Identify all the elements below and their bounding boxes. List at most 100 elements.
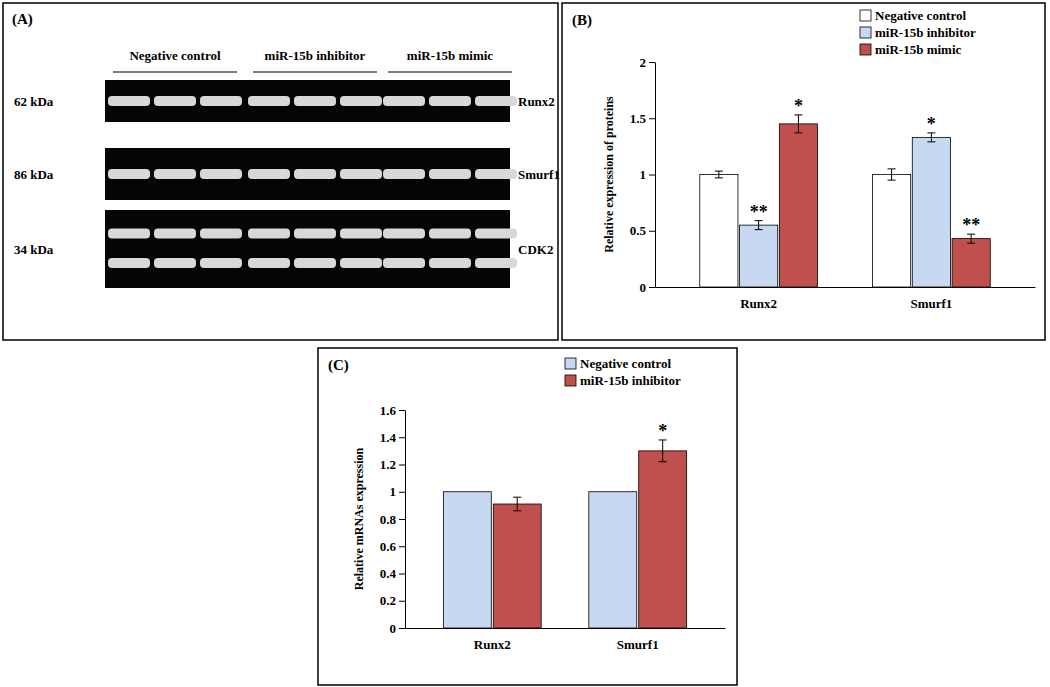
blot-band [294, 228, 336, 238]
blot-band [340, 169, 382, 179]
y-tick-mark [399, 437, 405, 438]
blot-band [248, 96, 290, 106]
blot-band [429, 258, 471, 268]
y-tick: 2 [640, 55, 656, 70]
y-tick-label: 1 [390, 484, 397, 499]
bar [912, 137, 950, 287]
x-axis-line [406, 628, 726, 629]
blot-band [154, 169, 196, 179]
legend: Negative control miR-15b inhibitor miR-15b… [860, 8, 976, 57]
y-axis-line [405, 411, 406, 629]
blot-band [475, 228, 517, 238]
y-axis: 00.20.40.60.811.21.41.6 [380, 403, 406, 636]
panel-frame [318, 348, 737, 685]
x-axis: Runx2Smurf1 [406, 628, 726, 652]
y-tick-label: 0.5 [630, 223, 647, 238]
y-tick-label: 1.2 [380, 457, 396, 472]
legend-label: miR-15b mimic [875, 42, 962, 57]
y-tick-mark [649, 175, 655, 176]
y-tick-mark [399, 410, 405, 411]
bar [700, 175, 738, 288]
chart-panel: (B)00.511.52Runx2Smurf1Relative expressi… [562, 3, 1045, 340]
y-tick-mark [399, 574, 405, 575]
band-size: 62 kDa [14, 94, 54, 109]
blot-strip [105, 210, 510, 288]
panel-label: (A) [12, 11, 33, 28]
y-tick-label: 1 [640, 167, 647, 182]
legend-swatch [860, 44, 871, 55]
group-label: Negative control [129, 48, 220, 63]
y-tick-label: 1.5 [630, 111, 647, 126]
y-tick: 1.6 [380, 403, 405, 418]
y-axis: 0 0.5 1 1.5 2 [630, 55, 656, 295]
blot-band [383, 169, 425, 179]
x-tick-label: Smurf1 [910, 296, 952, 311]
y-tick-label: 0 [640, 280, 647, 295]
significance: * [658, 421, 667, 441]
x-axis: Runx2 Smurf1 [656, 287, 1036, 311]
blot-band [294, 96, 336, 106]
significance: ** [962, 215, 980, 235]
y-tick: 0 [640, 280, 656, 295]
blot-band [429, 228, 471, 238]
blot-band [154, 228, 196, 238]
y-tick: 1.4 [380, 430, 405, 445]
y-axis-title: Relative expression of proteins [602, 96, 616, 253]
blot-band [429, 169, 471, 179]
y-tick: 0.5 [630, 223, 655, 238]
blot-band [108, 228, 150, 238]
legend-label: Negative control [875, 8, 966, 23]
blot-band [383, 96, 425, 106]
group-label: miR-15b inhibitor [265, 48, 366, 63]
blot-band [248, 258, 290, 268]
y-tick-mark [649, 287, 655, 288]
significance: * [927, 114, 936, 134]
bar [952, 239, 990, 287]
legend-swatch [565, 375, 576, 386]
error-cap [755, 229, 763, 230]
band-size: 86 kDa [14, 167, 54, 182]
blot-band [475, 258, 517, 268]
error-cap [715, 177, 723, 178]
y-tick-label: 0 [390, 621, 397, 636]
y-tick: 1.5 [630, 111, 655, 126]
y-tick: 1 [390, 484, 406, 499]
bar [589, 492, 637, 628]
x-tick: Smurf1 [617, 628, 659, 652]
group-underline [388, 71, 512, 72]
protein-label: CDK2 [518, 242, 553, 257]
y-tick-label: 2 [640, 55, 647, 70]
legend-label: miR-15b inhibitor [875, 25, 976, 40]
blot-band [429, 96, 471, 106]
error-cap [967, 243, 975, 244]
y-tick: 0.4 [380, 566, 405, 581]
protein-label: Runx2 [518, 94, 555, 109]
plot-marks [700, 115, 990, 287]
x-tick-label: Runx2 [740, 296, 777, 311]
blot-band [200, 169, 242, 179]
y-tick-mark [649, 118, 655, 119]
x-tick: Smurf1 [910, 287, 952, 311]
x-tick: Runx2 [740, 287, 777, 311]
error-cap [659, 461, 667, 462]
blot-band [248, 169, 290, 179]
blot-band [108, 96, 150, 106]
legend-label: Negative control [580, 356, 671, 371]
group-label: miR-15b mimic [407, 48, 494, 63]
blot-band [200, 228, 242, 238]
legend: Negative controlmiR-15b inhibitor [565, 356, 681, 388]
blot-band [200, 96, 242, 106]
y-tick-mark [399, 601, 405, 602]
panel-a: (A) Negative control miR-15b inhibitor miR-… [3, 3, 560, 340]
error-bar [971, 234, 972, 243]
error-cap [513, 510, 521, 511]
error-cap [927, 141, 935, 142]
y-tick-mark [649, 62, 655, 63]
error-bar [798, 115, 799, 133]
panel-label: (C) [328, 357, 349, 374]
blot-band [294, 169, 336, 179]
blot-band [154, 258, 196, 268]
y-tick-label: 0.6 [380, 539, 397, 554]
significance: * [794, 96, 803, 116]
error-cap [888, 168, 896, 169]
